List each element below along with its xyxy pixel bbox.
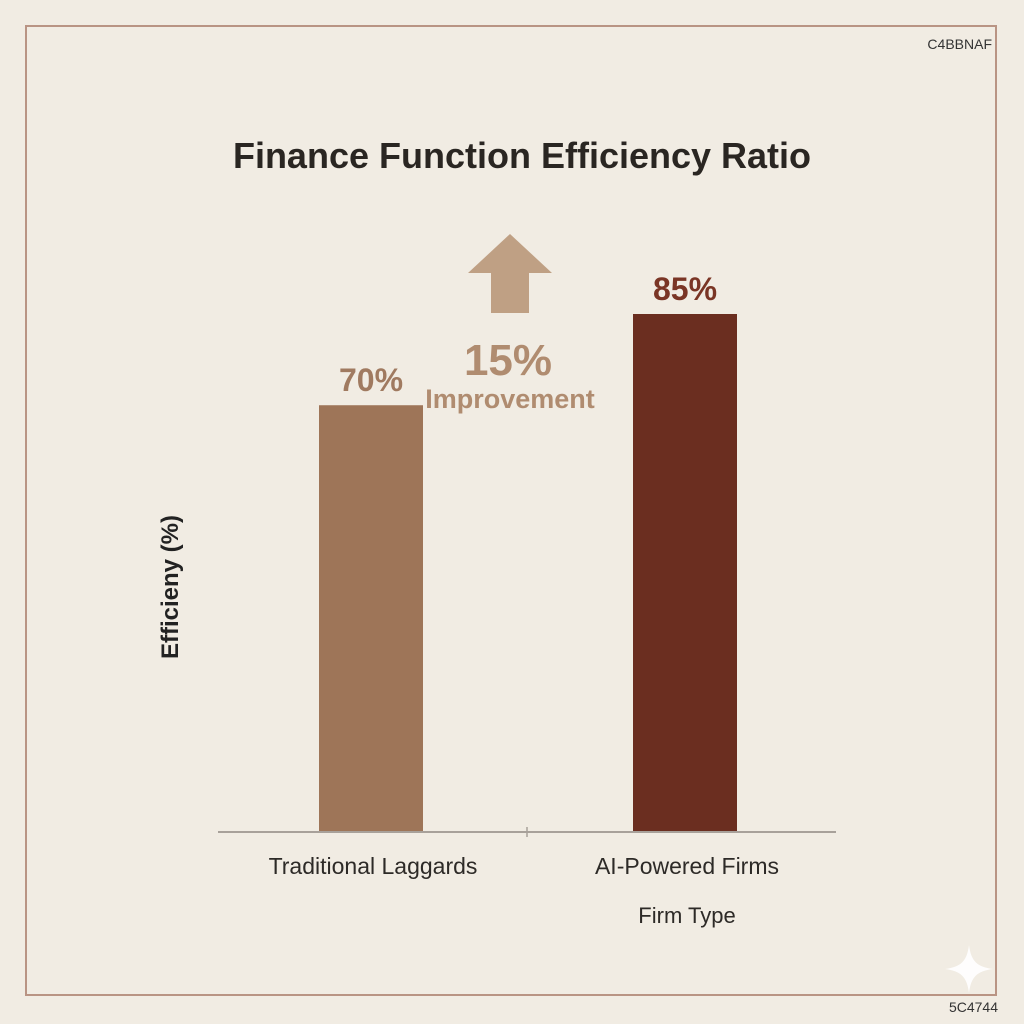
x-tick-label-0: Traditional Laggards — [269, 853, 478, 879]
x-axis-label: Firm Type — [638, 903, 736, 928]
chart-title: Finance Function Efficiency Ratio — [232, 135, 812, 176]
up-arrow-icon — [468, 234, 552, 313]
improvement-label: Improvement — [425, 384, 595, 414]
bar-1 — [633, 314, 737, 831]
bar-value-label-0: 70% — [339, 362, 403, 398]
image-code-bottom: 5C4744 — [948, 999, 998, 1015]
bar-value-label-1: 85% — [653, 271, 717, 307]
image-code-top: C4BBNAF — [927, 36, 992, 52]
sparkle-icon — [945, 945, 993, 993]
x-tick-label-1: AI-Powered Firms — [595, 853, 779, 879]
improvement-value: 15% — [463, 336, 553, 385]
bar-0 — [319, 405, 423, 831]
chart-frame — [25, 25, 997, 996]
